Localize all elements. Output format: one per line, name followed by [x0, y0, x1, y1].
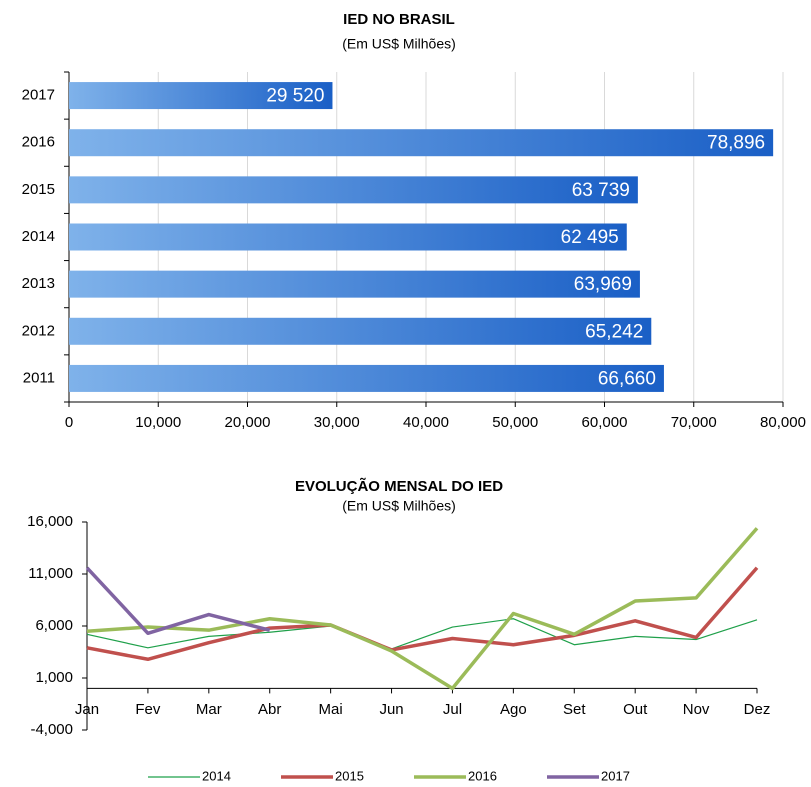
y-tick-label: -4,000 — [30, 721, 73, 738]
x-tick-label: 70,000 — [671, 414, 717, 431]
x-tick-label: Mar — [196, 701, 222, 718]
data-label: 29 520 — [266, 86, 324, 107]
y-tick-label: 1,000 — [35, 669, 73, 686]
data-label: 66,660 — [598, 368, 656, 389]
x-tick-label: Out — [623, 701, 648, 718]
x-tick-label: 20,000 — [225, 414, 271, 431]
x-tick-label: 0 — [65, 414, 73, 431]
y-tick-label: 2015 — [22, 181, 55, 198]
chart-subtitle: (Em US$ Milhões) — [342, 498, 456, 514]
x-tick-label: 50,000 — [492, 414, 538, 431]
bar — [69, 364, 664, 392]
y-tick-label: 16,000 — [27, 513, 73, 530]
line-series — [85, 566, 271, 636]
bar — [69, 223, 627, 251]
x-tick-label: Mai — [319, 701, 343, 718]
data-label: 63,969 — [574, 274, 632, 295]
legend-label: 2017 — [601, 768, 630, 783]
y-tick-label: 2016 — [22, 134, 55, 151]
line-series — [86, 566, 759, 662]
y-tick-label: 2014 — [22, 228, 55, 245]
data-label: 63 739 — [572, 180, 630, 201]
x-tick-label: 10,000 — [135, 414, 181, 431]
x-tick-label: Abr — [258, 701, 281, 718]
bar — [69, 129, 774, 157]
bar — [69, 176, 638, 204]
x-tick-label: Jan — [75, 701, 99, 718]
x-tick-label: Jul — [443, 701, 462, 718]
legend-label: 2014 — [202, 768, 231, 783]
y-tick-label: 2012 — [22, 322, 55, 339]
chart-title: EVOLUÇÃO MENSAL DO IED — [295, 477, 503, 495]
x-tick-label: Nov — [683, 701, 710, 718]
y-tick-label: 2011 — [23, 369, 55, 386]
x-tick-label: 30,000 — [314, 414, 360, 431]
y-tick-label: 6,000 — [35, 617, 73, 634]
data-label: 62 495 — [561, 227, 619, 248]
y-tick-label: 2017 — [22, 87, 55, 104]
x-tick-label: 80,000 — [760, 414, 806, 431]
data-label: 65,242 — [585, 321, 643, 342]
x-tick-label: Dez — [744, 701, 771, 718]
line-series — [86, 618, 758, 650]
x-tick-label: 40,000 — [403, 414, 449, 431]
x-tick-label: Set — [563, 701, 586, 718]
x-tick-label: 60,000 — [582, 414, 628, 431]
x-tick-label: Fev — [135, 701, 161, 718]
x-tick-label: Jun — [379, 701, 403, 718]
bar — [69, 82, 333, 110]
legend-label: 2015 — [335, 768, 364, 783]
legend-label: 2016 — [468, 768, 497, 783]
y-tick-label: 2013 — [22, 275, 55, 292]
y-tick-label: 11,000 — [28, 565, 73, 582]
data-label: 78,896 — [707, 133, 765, 154]
chart-title: IED NO BRASIL — [343, 11, 455, 28]
chart-subtitle: (Em US$ Milhões) — [342, 36, 456, 52]
bar — [69, 270, 640, 298]
bar — [69, 317, 652, 345]
line-series — [86, 527, 759, 691]
x-tick-label: Ago — [500, 701, 527, 718]
